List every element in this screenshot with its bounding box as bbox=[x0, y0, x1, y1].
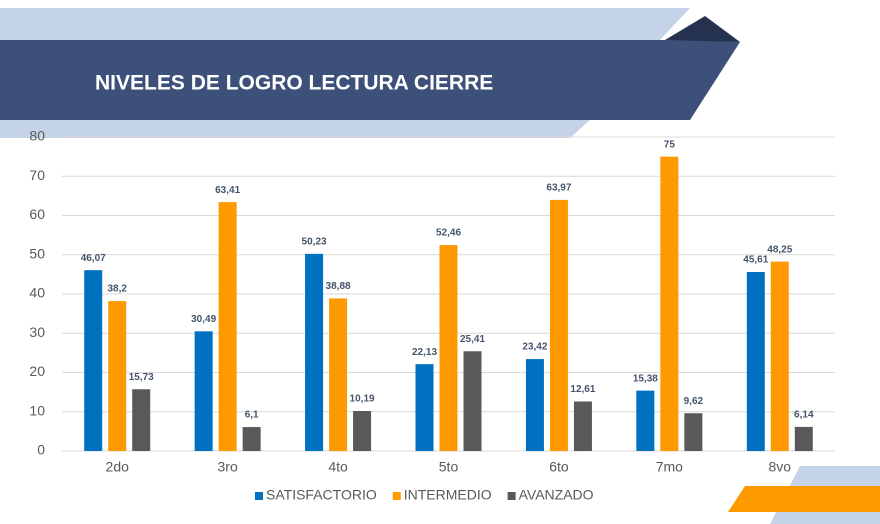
bar bbox=[549, 199, 568, 451]
data-label: 6,14 bbox=[794, 410, 814, 421]
bar bbox=[684, 413, 703, 451]
y-tick-label: 40 bbox=[29, 285, 45, 301]
data-label: 10,19 bbox=[350, 394, 375, 405]
data-label: 52,46 bbox=[436, 228, 461, 239]
header-band-lower bbox=[0, 120, 590, 138]
x-tick-label: 6to bbox=[549, 459, 569, 475]
bar bbox=[636, 390, 655, 451]
data-label: 63,97 bbox=[546, 183, 571, 194]
bar bbox=[84, 270, 103, 451]
header-banner bbox=[0, 40, 740, 120]
bar bbox=[218, 202, 237, 451]
x-tick-label: 4to bbox=[328, 459, 348, 475]
chart-title: NIVELES DE LOGRO LECTURA CIERRE bbox=[95, 72, 493, 95]
bar bbox=[439, 245, 458, 451]
legend-label: AVANZADO bbox=[519, 487, 594, 503]
bar bbox=[770, 261, 789, 451]
y-tick-label: 80 bbox=[29, 128, 45, 144]
data-label: 15,38 bbox=[633, 373, 658, 384]
data-label: 63,41 bbox=[215, 185, 240, 196]
data-label: 75 bbox=[664, 139, 676, 150]
y-tick-label: 60 bbox=[29, 206, 45, 222]
data-label: 12,61 bbox=[570, 384, 595, 395]
bar bbox=[353, 411, 372, 451]
data-label: 23,42 bbox=[522, 342, 547, 353]
bar bbox=[746, 271, 765, 451]
legend-label: SATISFACTORIO bbox=[266, 487, 377, 503]
data-label: 46,07 bbox=[81, 253, 106, 264]
bar bbox=[463, 351, 482, 451]
data-label: 6,1 bbox=[245, 410, 259, 421]
bar bbox=[194, 331, 213, 451]
data-label: 25,41 bbox=[460, 334, 485, 345]
data-label: 38,88 bbox=[326, 281, 351, 292]
bar bbox=[525, 359, 544, 451]
y-tick-label: 10 bbox=[29, 402, 45, 418]
bar bbox=[242, 427, 261, 451]
bar bbox=[573, 401, 592, 451]
legend-swatch bbox=[507, 492, 516, 500]
legend-label: INTERMEDIO bbox=[404, 487, 492, 503]
data-label: 9,62 bbox=[684, 396, 704, 407]
header-band bbox=[0, 8, 690, 40]
legend-swatch bbox=[255, 492, 263, 500]
y-tick-label: 20 bbox=[29, 363, 45, 379]
legend-swatch bbox=[392, 492, 401, 500]
x-tick-label: 2do bbox=[106, 459, 130, 475]
bar bbox=[329, 298, 348, 451]
x-tick-label: 8vo bbox=[768, 459, 791, 475]
bar bbox=[794, 426, 813, 451]
bar bbox=[415, 364, 434, 451]
x-tick-label: 7mo bbox=[656, 459, 683, 475]
bar bbox=[305, 253, 324, 451]
bar bbox=[660, 156, 679, 451]
data-label: 30,49 bbox=[191, 314, 216, 325]
data-label: 15,73 bbox=[129, 372, 154, 383]
y-tick-label: 0 bbox=[37, 442, 45, 458]
corner-accent bbox=[728, 486, 880, 512]
data-label: 45,61 bbox=[743, 255, 768, 266]
data-label: 50,23 bbox=[302, 236, 327, 247]
bar bbox=[132, 389, 151, 451]
data-label: 38,2 bbox=[107, 284, 127, 295]
data-label: 48,25 bbox=[767, 244, 792, 255]
y-tick-label: 70 bbox=[29, 167, 45, 183]
data-label: 22,13 bbox=[412, 347, 437, 358]
header-corner bbox=[665, 16, 740, 42]
y-tick-label: 30 bbox=[29, 324, 45, 340]
y-tick-label: 50 bbox=[29, 245, 45, 261]
x-tick-label: 5to bbox=[439, 459, 459, 475]
x-tick-label: 3ro bbox=[218, 459, 238, 475]
bar bbox=[108, 301, 127, 451]
